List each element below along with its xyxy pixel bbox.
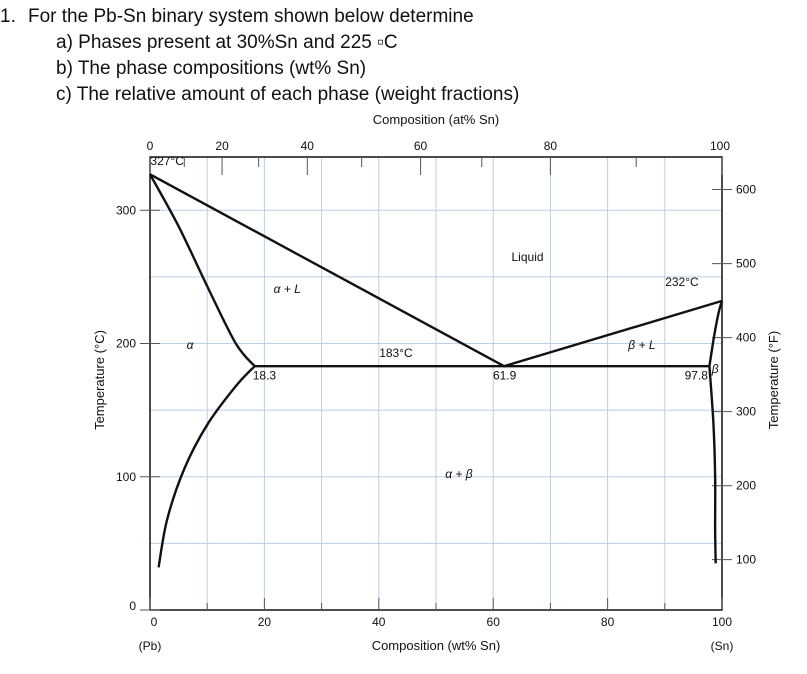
at-tick-label: 0 xyxy=(147,139,154,153)
question-text: For the Pb-Sn binary system shown below … xyxy=(28,6,474,27)
top-axis-label: Composition (at% Sn) xyxy=(373,112,499,127)
x-end-label-sn: (Sn) xyxy=(711,639,734,653)
question-part-b: b) The phase compositions (wt% Sn) xyxy=(56,58,367,79)
at-tick-label: 20 xyxy=(215,139,229,153)
phase-boundaries xyxy=(148,173,724,568)
question-number: 1. xyxy=(0,6,16,27)
question-part-a: a) Phases present at 30%Sn and 225 ▫C xyxy=(56,32,398,53)
f-tick-label: 300 xyxy=(736,405,756,419)
y-tick-label: 200 xyxy=(116,337,136,351)
question-line: 1. For the Pb-Sn binary system shown belo… xyxy=(0,4,519,30)
annotation-label: α + L xyxy=(274,282,301,296)
f-tick-label: 200 xyxy=(736,479,756,493)
y-tick-label: 300 xyxy=(116,203,136,217)
annotation-label: Liquid xyxy=(512,250,544,264)
phase-boundary-line xyxy=(708,300,724,367)
phase-boundary-line xyxy=(148,173,256,367)
y-axis-label: Temperature (°C) xyxy=(92,330,107,430)
annotation-label: 61.9 xyxy=(493,369,517,383)
annotation-label: 97.8 xyxy=(685,369,709,383)
f-tick-label: 400 xyxy=(736,331,756,345)
annotation-label: α + β xyxy=(445,467,473,481)
annotation-label: β + L xyxy=(627,338,655,352)
f-tick-label: 500 xyxy=(736,257,756,271)
tick-labels: 0 20 40 60 80 100 0 20 40 60 80 100 0 100 200 300 100 200… xyxy=(116,139,756,629)
x-tick-label: 60 xyxy=(487,615,501,629)
annotation-label: α xyxy=(187,338,195,352)
annotations: 327°C Liquid 232°C α + L β + L α 183°C β 18.3 61.… xyxy=(150,154,718,481)
x-tick-label: 40 xyxy=(372,615,386,629)
grid-lines xyxy=(150,157,722,610)
x-axis-label: Composition (wt% Sn) xyxy=(372,638,501,653)
question-block: 1. For the Pb-Sn binary system shown belo… xyxy=(0,4,520,108)
right-axis-label: Temperature (°F) xyxy=(766,331,781,429)
phase-boundary-line xyxy=(708,366,717,564)
f-tick-label: 600 xyxy=(736,183,756,197)
annotation-label: β xyxy=(711,362,719,376)
x-end-label-pb: (Pb) xyxy=(139,639,162,653)
x-tick-label: 100 xyxy=(712,615,732,629)
at-tick-label: 100 xyxy=(710,139,730,153)
annotation-label: 183°C xyxy=(379,346,413,360)
axis-ticks xyxy=(140,157,732,611)
x-tick-label: 0 xyxy=(151,615,158,629)
at-tick-label: 60 xyxy=(414,139,428,153)
phase-boundary-line xyxy=(157,365,256,568)
x-tick-label: 80 xyxy=(601,615,615,629)
annotation-label: 232°C xyxy=(665,275,699,289)
question-part-c: c) The relative amount of each phase (we… xyxy=(56,84,520,105)
y-tick-label: 0 xyxy=(129,599,136,613)
x-tick-label: 20 xyxy=(258,615,272,629)
annotation-label: 327°C xyxy=(150,154,184,168)
y-tick-label: 100 xyxy=(116,470,136,484)
at-tick-label: 80 xyxy=(544,139,558,153)
at-tick-label: 40 xyxy=(301,139,315,153)
f-tick-label: 100 xyxy=(736,553,756,567)
annotation-label: 18.3 xyxy=(253,369,277,383)
